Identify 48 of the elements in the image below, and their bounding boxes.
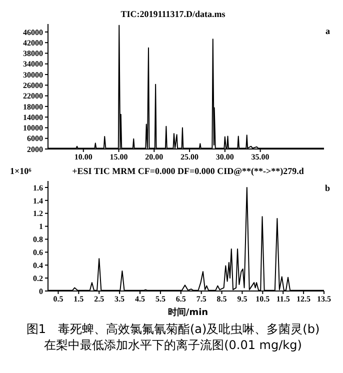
x-axis-title: 时间/min: [168, 308, 208, 318]
chart-title: +ESI TIC MRM CF=0.000 DF=0.000 CID@**(**->**)279.d: [72, 166, 304, 176]
y-tick-label: 0.6: [33, 248, 43, 258]
y-tick-label: 26000: [23, 81, 43, 90]
y-tick-label: 14000: [23, 112, 43, 122]
y-tick-label: 2000: [27, 144, 43, 154]
y-tick-label: 38000: [23, 49, 43, 58]
y-tick-label: 1.2: [33, 209, 43, 218]
x-tick-label: 35.00: [251, 152, 270, 162]
y-tick-label: 10000: [23, 124, 43, 133]
chart-title: TIC:2019111317.D/data.ms: [120, 8, 226, 20]
text: b: [324, 183, 330, 193]
y-tick-label: 0.8: [33, 235, 43, 244]
x-tick-label: 7.5: [196, 294, 206, 304]
x-tick-label: 10.00: [74, 152, 92, 162]
y-tick-label: 0.2: [33, 274, 43, 283]
y-tick-label: 6000: [27, 134, 43, 144]
x-tick-label: 4.5: [135, 294, 145, 304]
y-tick-label: 30000: [23, 70, 43, 80]
x-tick-label: 6.5: [176, 294, 186, 304]
x-tick-label: 10.5: [256, 294, 270, 304]
caption: 图1 毒死蜱、高效氯氟氰菊酯(a)及吡虫啉、多菌灵(b)在梨中最低添加水平下的离子流图(0.01 mg/kg): [25, 321, 321, 353]
y-tick-label: 1.4: [33, 196, 43, 206]
y-tick-label: 42000: [23, 38, 43, 48]
x-tick-label: 2.5: [94, 294, 104, 304]
x-tick-label: 1.5: [74, 294, 84, 304]
y-tick-label: 1: [39, 222, 43, 232]
x-tick-label: 13.5: [317, 294, 331, 304]
y-tick-label: 0: [39, 286, 43, 296]
x-tick-label: 9.5: [237, 294, 248, 304]
x-tick-label: 3.5: [114, 294, 125, 304]
x-tick-label: 20.00: [145, 152, 164, 162]
x-tick-label: 5.5: [155, 294, 166, 304]
x-tick-label: 0.5: [53, 294, 64, 304]
x-tick-label: 25.00: [180, 152, 199, 162]
y-tick-label: 0.4: [33, 260, 43, 270]
x-tick-label: 15.00: [110, 152, 128, 162]
y-axis-title: 1×10⁶: [10, 165, 32, 177]
y-tick-label: 22000: [23, 92, 43, 101]
x-tick-label: 8.5: [216, 294, 227, 304]
x-tick-label: 11.5: [276, 294, 290, 304]
y-tick-label: 1.6: [33, 183, 43, 192]
text: a: [326, 26, 330, 36]
y-tick-label: 34000: [23, 60, 43, 69]
x-tick-label: 30.00: [216, 152, 234, 162]
y-tick-label: 18000: [23, 102, 43, 112]
x-tick-label: 12.5: [296, 294, 311, 304]
y-tick-label: 46000: [23, 28, 43, 37]
